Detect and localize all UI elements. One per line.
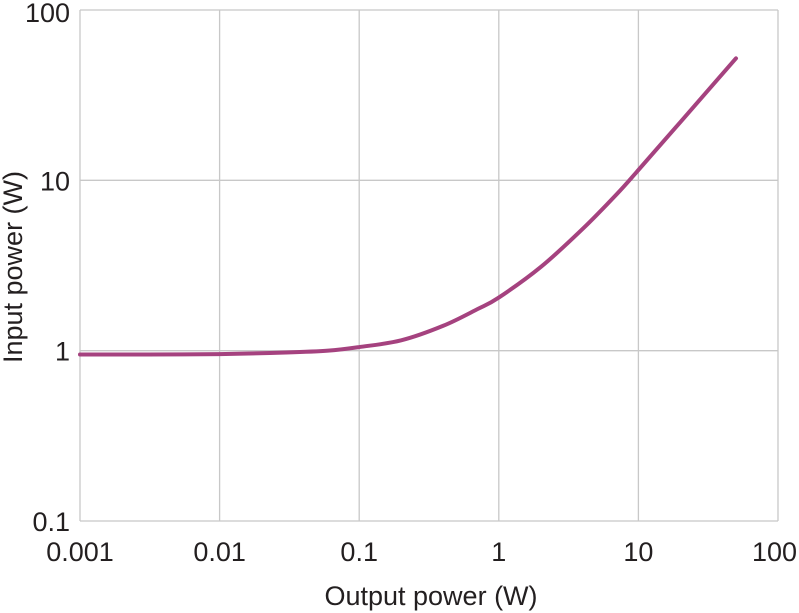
- x-tick-label: 10: [623, 537, 653, 567]
- y-tick-labels: 0.1 1 10 100: [25, 0, 70, 537]
- y-tick-label: 1: [55, 337, 70, 367]
- x-tick-label: 1: [491, 537, 506, 567]
- series-line: [78, 56, 738, 357]
- x-axis-title: Output power (W): [324, 581, 537, 611]
- series-layer: [78, 56, 738, 357]
- x-tick-label: 100: [752, 537, 797, 567]
- y-axis-title: Input power (W): [0, 171, 28, 363]
- y-tick-label: 10: [40, 166, 70, 196]
- y-tick-label: 0.1: [32, 507, 70, 537]
- x-tick-label: 0.1: [340, 537, 378, 567]
- x-tick-labels: 0.001 0.01 0.1 1 10 100: [46, 537, 797, 567]
- y-tick-label: 100: [25, 0, 70, 28]
- grid: [79, 9, 779, 522]
- x-tick-label: 0.001: [46, 537, 114, 567]
- x-tick-label: 0.01: [193, 537, 246, 567]
